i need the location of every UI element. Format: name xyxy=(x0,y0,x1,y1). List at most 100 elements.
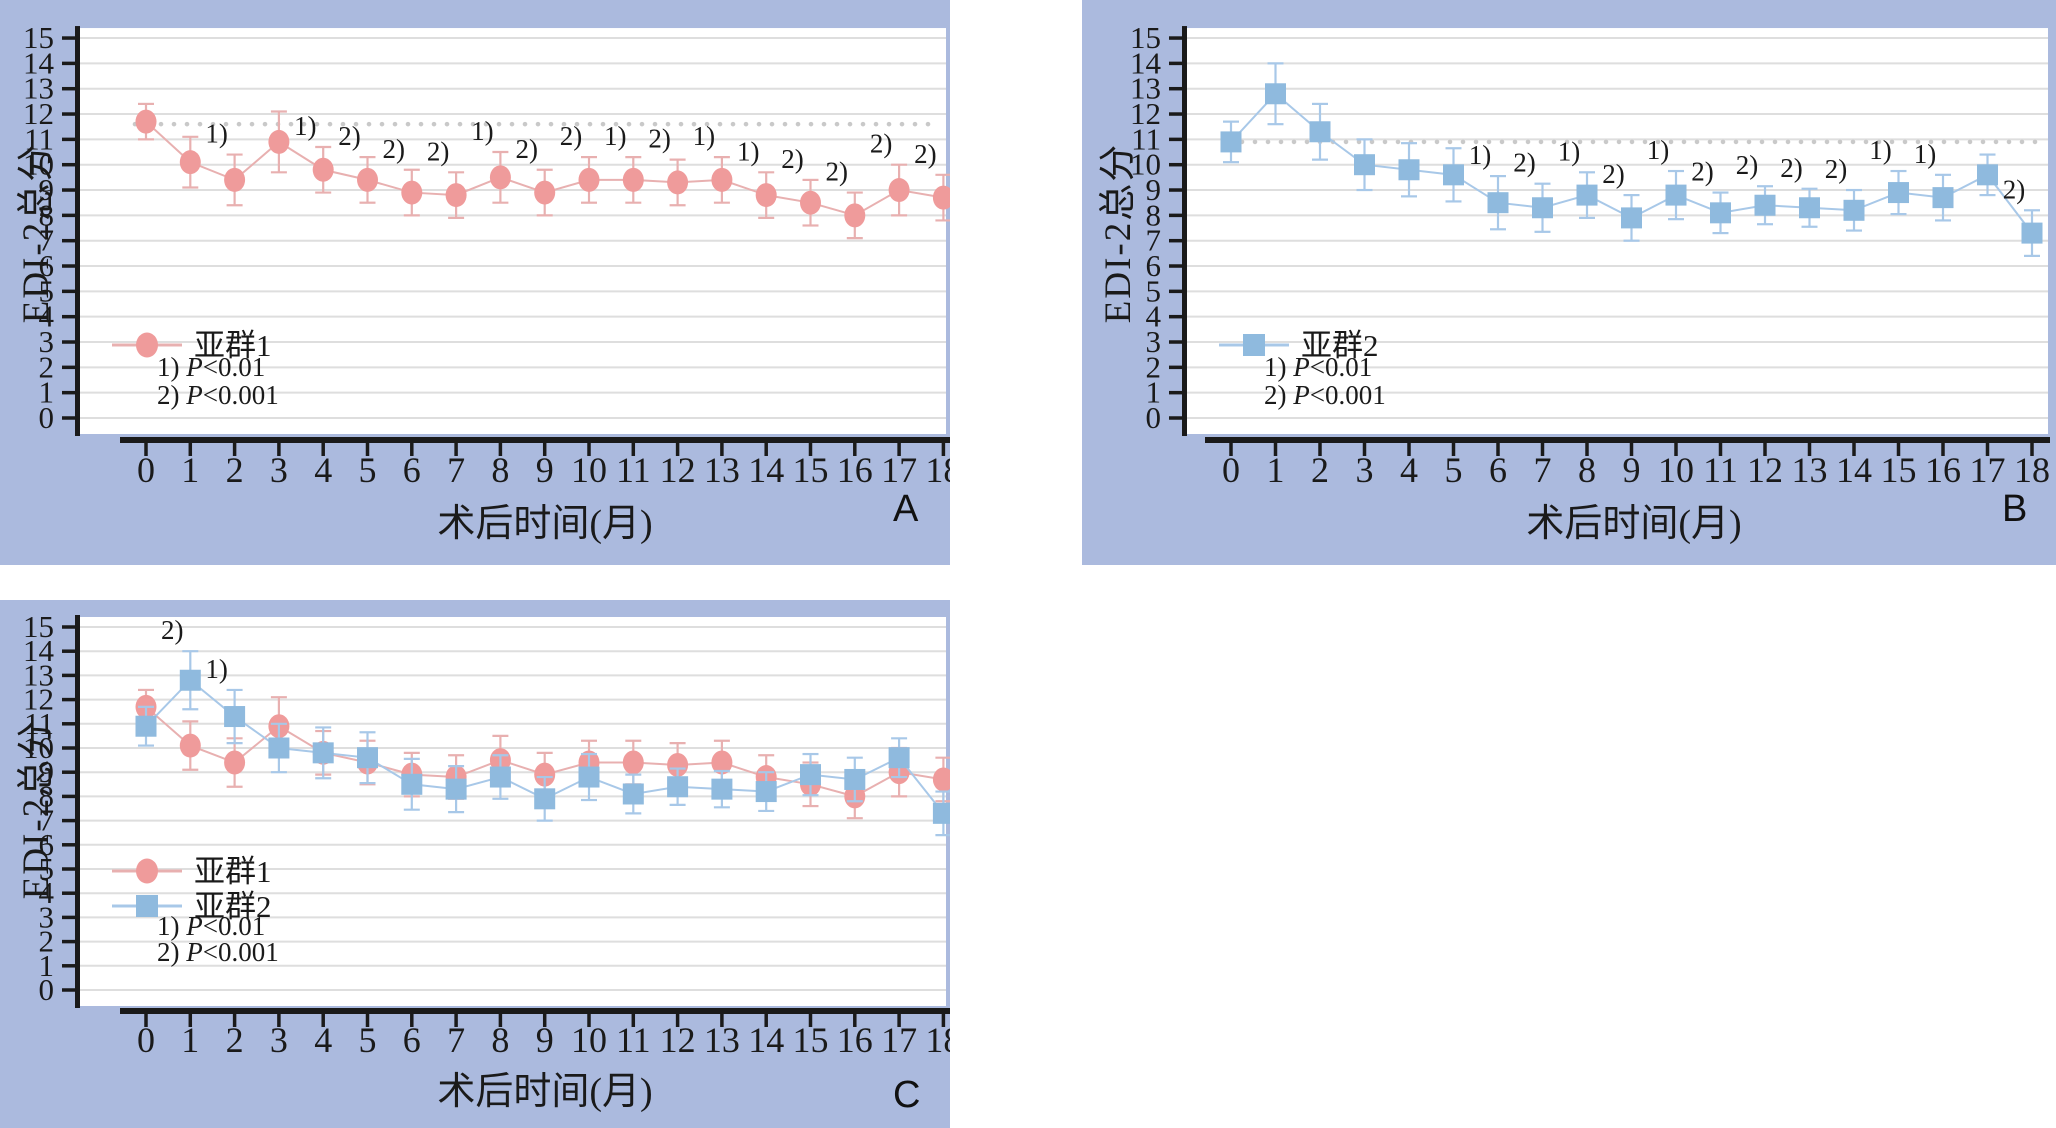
x-tick-label: 10 xyxy=(571,450,607,490)
reference-dotted-line xyxy=(223,121,229,127)
reference-dotted-line xyxy=(1837,139,1843,145)
data-point xyxy=(1932,187,1954,209)
y-tick-label: 0 xyxy=(39,400,55,435)
x-axis-line xyxy=(120,1008,950,1014)
reference-dotted-line xyxy=(1720,139,1726,145)
x-tick-label: 14 xyxy=(748,450,784,490)
reference-dotted-line xyxy=(1265,139,1271,145)
legend-label: 亚群1 xyxy=(194,854,272,889)
reference-dotted-line xyxy=(678,121,684,127)
y-tick-label: 7 xyxy=(39,803,55,838)
x-tick-label: 18 xyxy=(925,450,950,490)
significance-label: 1) xyxy=(1558,136,1581,166)
y-tick-label: 5 xyxy=(1146,273,1162,308)
x-tick-label: 18 xyxy=(925,1020,950,1060)
reference-dotted-line xyxy=(1746,139,1752,145)
x-tick-label: 0 xyxy=(137,1020,155,1060)
data-point xyxy=(622,750,644,775)
x-tick-label: 16 xyxy=(1925,450,1961,490)
data-point xyxy=(224,706,246,728)
x-tick-label: 17 xyxy=(881,1020,917,1060)
reference-dotted-line xyxy=(1252,139,1258,145)
reference-dotted-line xyxy=(457,121,463,127)
data-point xyxy=(224,750,246,775)
reference-dotted-line xyxy=(743,121,749,127)
x-axis-title: 术后时间(月) xyxy=(1526,503,1742,545)
y-tick-label: 4 xyxy=(39,299,55,334)
significance-label: 1) xyxy=(205,119,228,149)
reference-dotted-line xyxy=(769,121,775,127)
significance-label: 1) xyxy=(1647,135,1670,165)
reference-dotted-line xyxy=(184,121,190,127)
reference-dotted-line xyxy=(496,121,502,127)
reference-dotted-line xyxy=(1564,139,1570,145)
reference-dotted-line xyxy=(1629,139,1635,145)
reference-dotted-line xyxy=(2032,139,2038,145)
y-tick-label: 15 xyxy=(23,20,54,55)
y-tick-label: 14 xyxy=(1130,45,1162,80)
significance-label: 1) xyxy=(1869,135,1892,165)
x-tick-label: 8 xyxy=(491,1020,509,1060)
x-tick-label: 18 xyxy=(2014,450,2050,490)
x-tick-label: 1 xyxy=(181,1020,199,1060)
reference-dotted-line xyxy=(327,121,333,127)
data-point xyxy=(1888,182,1909,204)
x-tick-label: 17 xyxy=(881,450,917,490)
y-tick-label: 8 xyxy=(1146,197,1162,232)
data-point xyxy=(312,742,334,764)
y-tick-label: 8 xyxy=(39,778,55,813)
x-tick-label: 2 xyxy=(226,450,244,490)
y-tick-label: 13 xyxy=(1130,71,1161,106)
data-point xyxy=(1799,197,1820,219)
x-tick-label: 17 xyxy=(1970,450,2006,490)
y-tick-label: 9 xyxy=(39,172,55,207)
reference-dotted-line xyxy=(1369,139,1375,145)
x-tick-label: 5 xyxy=(359,1020,377,1060)
data-point xyxy=(622,783,644,805)
reference-dotted-line xyxy=(1460,139,1466,145)
x-tick-label: 2 xyxy=(226,1020,244,1060)
data-point xyxy=(578,167,600,192)
y-tick-label: 1 xyxy=(1146,375,1162,410)
x-tick-label: 4 xyxy=(1400,450,1418,490)
reference-dotted-line xyxy=(1863,139,1869,145)
x-tick-label: 1 xyxy=(181,450,199,490)
y-tick-label: 0 xyxy=(39,972,55,1007)
x-tick-label: 12 xyxy=(660,450,696,490)
reference-dotted-line xyxy=(236,121,242,127)
y-tick-label: 3 xyxy=(39,899,55,934)
data-point xyxy=(1710,202,1731,224)
reference-dotted-line xyxy=(392,121,398,127)
data-point xyxy=(179,150,201,175)
data-point xyxy=(932,802,950,824)
data-point xyxy=(667,752,689,777)
legend-marker xyxy=(136,858,158,884)
reference-dotted-line xyxy=(1681,139,1687,145)
reference-dotted-line xyxy=(2019,139,2025,145)
chart-subgroup1: 1) 1) 2) 2) 2)1)2) 2) 1) 2) 1)1) 2) 2)2) 2)01234567… xyxy=(23,20,950,490)
y-tick-label: 6 xyxy=(39,827,55,862)
data-point xyxy=(711,167,733,192)
x-tick-label: 4 xyxy=(314,450,332,490)
reference-dotted-line xyxy=(834,121,840,127)
y-tick-label: 11 xyxy=(24,706,54,741)
x-tick-label: 6 xyxy=(403,450,421,490)
x-tick-label: 13 xyxy=(704,450,740,490)
x-tick-label: 13 xyxy=(704,1020,740,1060)
y-tick-label: 2 xyxy=(1146,349,1162,384)
y-tick-label: 4 xyxy=(39,875,55,910)
data-point xyxy=(1576,184,1598,206)
reference-dotted-line xyxy=(522,121,528,127)
significance-label: 2) xyxy=(427,136,450,166)
chart-subgroup2: 1) 2) 1)2)1)2) 2) 2) 2)1) 1)2)0123456789101112… xyxy=(1130,20,2050,490)
reference-dotted-line xyxy=(1382,139,1388,145)
reference-dotted-line xyxy=(860,121,866,127)
data-point xyxy=(489,766,511,788)
x-tick-label: 5 xyxy=(1445,450,1463,490)
y-tick-label: 1 xyxy=(39,948,55,983)
reference-dotted-line xyxy=(1421,139,1427,145)
significance-label: 2) xyxy=(2003,174,2026,204)
data-point xyxy=(179,669,201,691)
data-point xyxy=(844,768,866,790)
